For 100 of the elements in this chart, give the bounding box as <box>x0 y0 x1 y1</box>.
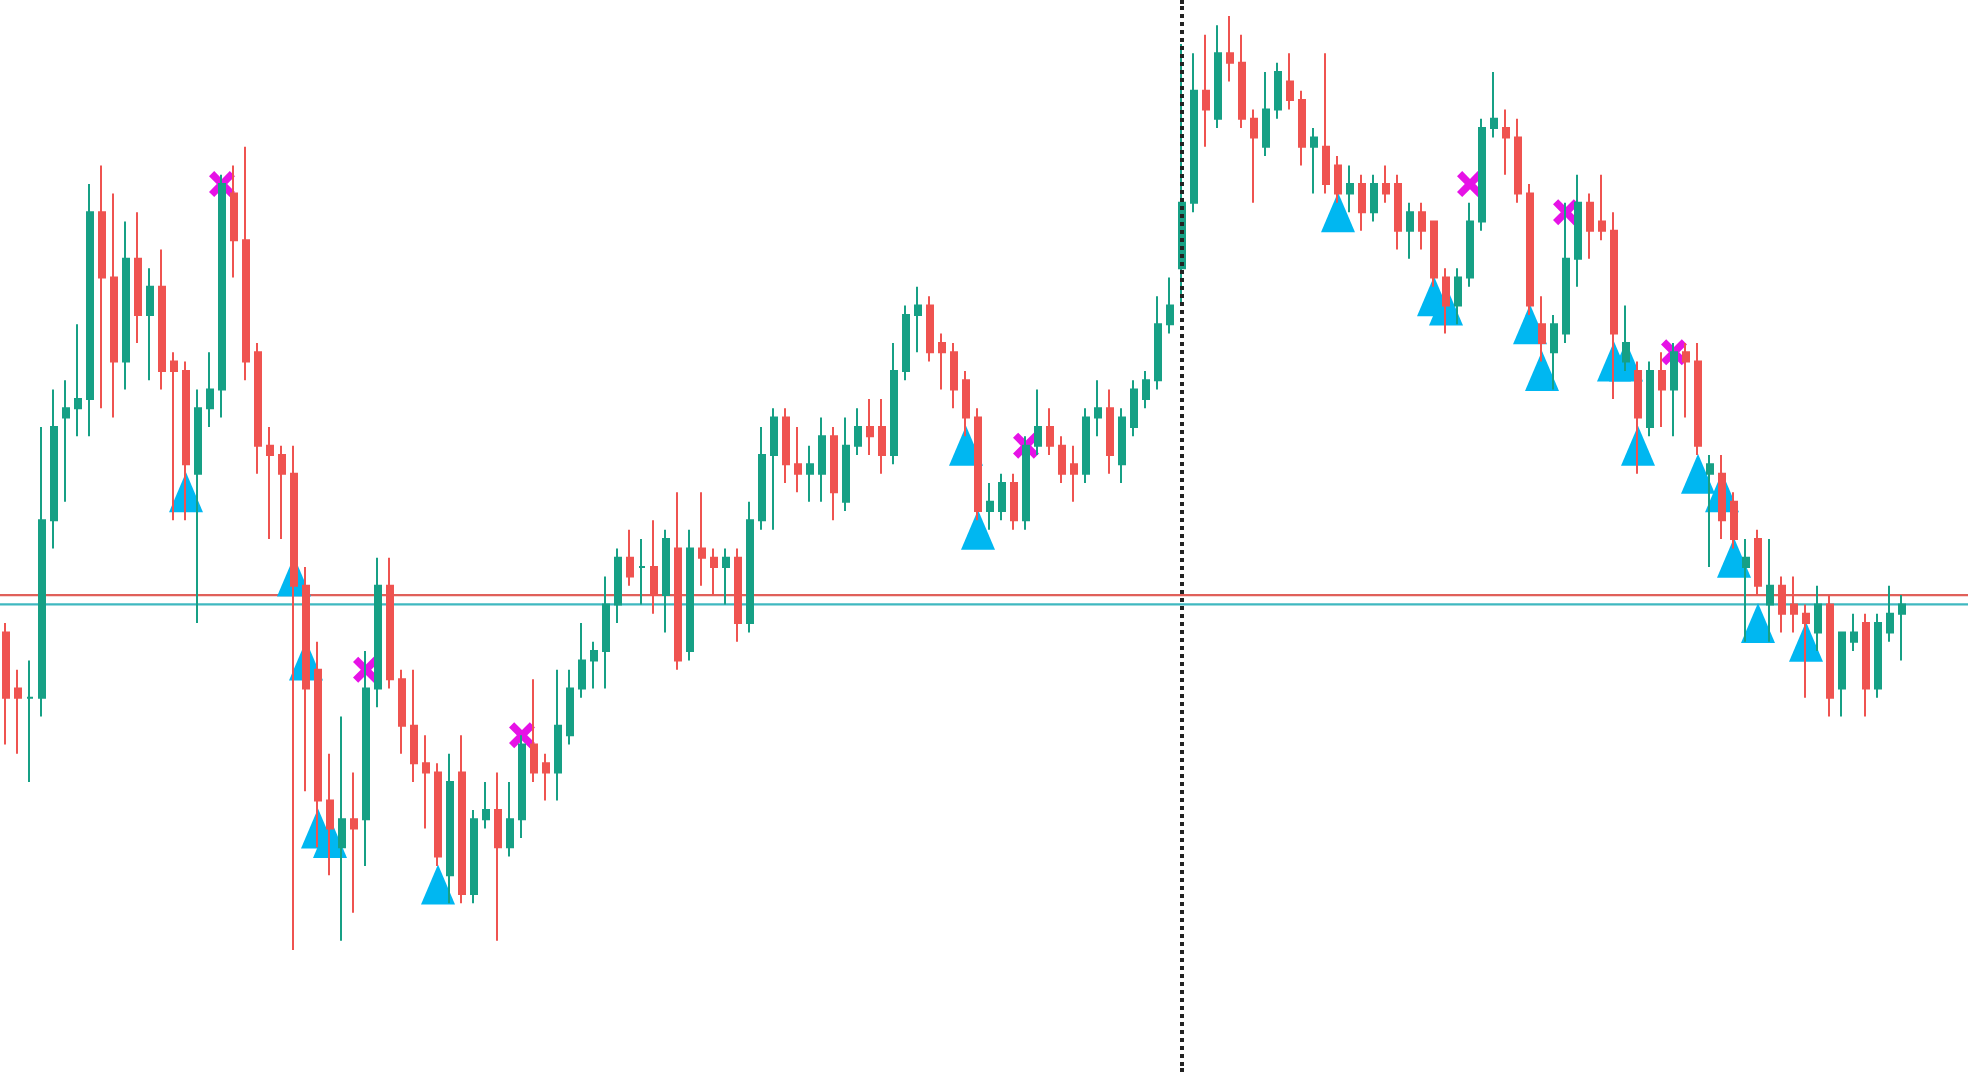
candlestick <box>122 220 130 391</box>
candlestick <box>1574 173 1582 288</box>
candlestick <box>914 285 922 354</box>
candlestick <box>1562 201 1570 344</box>
candlestick <box>782 407 790 484</box>
candlestick <box>74 323 82 438</box>
candlestick <box>998 472 1006 522</box>
candlestick <box>1382 164 1390 204</box>
candlestick <box>530 678 538 783</box>
candlestick <box>314 640 322 849</box>
candlestick <box>926 295 934 363</box>
candlestick <box>686 528 694 662</box>
candlestick <box>1334 155 1342 204</box>
candlestick <box>398 668 406 755</box>
candlestick <box>566 668 574 746</box>
candlestick <box>1202 33 1210 148</box>
candlestick <box>1274 61 1282 120</box>
candlestick <box>1094 379 1102 438</box>
candlestick <box>254 341 262 475</box>
candlestick <box>1718 453 1726 541</box>
candlestick <box>350 771 358 914</box>
candlestick <box>1358 173 1366 232</box>
candlestick <box>1778 575 1786 634</box>
candlestick <box>974 407 982 522</box>
candlestick <box>1838 631 1846 718</box>
candlestick <box>1514 117 1522 204</box>
candlestick <box>1850 612 1858 653</box>
candlestick <box>1418 201 1426 251</box>
candlestick <box>734 547 742 643</box>
candlestick <box>1430 220 1438 288</box>
candlestick <box>1814 584 1822 653</box>
candlestick <box>14 668 22 755</box>
candlestick <box>1346 164 1354 214</box>
candlestick <box>1706 453 1714 569</box>
candlestick <box>1586 192 1594 260</box>
candlestick <box>98 164 106 410</box>
candlestick <box>362 650 370 867</box>
candlestick <box>278 444 286 541</box>
candlestick <box>110 192 118 419</box>
point <box>509 722 535 749</box>
candlestick <box>182 360 190 522</box>
candlestick <box>1490 71 1498 139</box>
candlestick <box>1322 52 1330 195</box>
candlestick <box>302 566 310 793</box>
point <box>961 509 995 550</box>
candlestick <box>746 500 754 634</box>
candlestick <box>710 547 718 597</box>
candlestick <box>806 444 814 503</box>
candlestick <box>674 491 682 671</box>
candlestick <box>1898 594 1906 662</box>
candlestick <box>1886 584 1894 643</box>
candlestick <box>446 752 454 905</box>
candlestick <box>1286 52 1294 111</box>
candlestick <box>578 622 586 699</box>
candlestick <box>1526 183 1534 316</box>
candlestick <box>1010 472 1018 531</box>
candlestick <box>1310 127 1318 195</box>
candlestick <box>1034 388 1042 456</box>
candlestick <box>1214 24 1222 130</box>
candlestick <box>86 183 94 438</box>
candlestick <box>1742 538 1750 643</box>
candlestick <box>242 145 250 382</box>
candlestick <box>1730 491 1738 550</box>
candlestick <box>422 734 430 830</box>
candlestick <box>1478 117 1486 232</box>
candlestick <box>1646 360 1654 438</box>
candlestick <box>1406 201 1414 260</box>
candlestick <box>1262 71 1270 158</box>
candlestick <box>230 164 238 279</box>
candlestick <box>1802 603 1810 699</box>
candlestick <box>1826 594 1834 718</box>
candlestick <box>1022 435 1030 531</box>
candlestick <box>1454 267 1462 326</box>
candlestick <box>338 715 346 942</box>
candlestick <box>650 519 658 615</box>
candlestick <box>1670 341 1678 438</box>
candlestick <box>1442 267 1450 335</box>
candlestick <box>458 734 466 905</box>
candlestick <box>266 425 274 541</box>
candlestick <box>1238 33 1246 130</box>
candlestick <box>1634 360 1642 475</box>
candlestick <box>830 425 838 522</box>
candlestick <box>1118 407 1126 484</box>
candlestick <box>170 351 178 522</box>
candlestick <box>506 780 514 858</box>
candlestick <box>1250 108 1258 204</box>
candlestick <box>410 668 418 783</box>
candlestick <box>434 762 442 867</box>
candlestick <box>38 425 46 718</box>
candlestick <box>326 752 334 877</box>
candlestick <box>842 416 850 513</box>
point <box>1321 192 1355 233</box>
candlestick <box>638 538 646 606</box>
candlestick <box>158 248 166 391</box>
candlestick <box>1694 341 1702 456</box>
candlestick <box>50 388 58 550</box>
candlestick <box>890 341 898 466</box>
candlestick <box>602 575 610 690</box>
candlestick <box>1766 538 1774 643</box>
candlestick <box>1466 201 1474 288</box>
